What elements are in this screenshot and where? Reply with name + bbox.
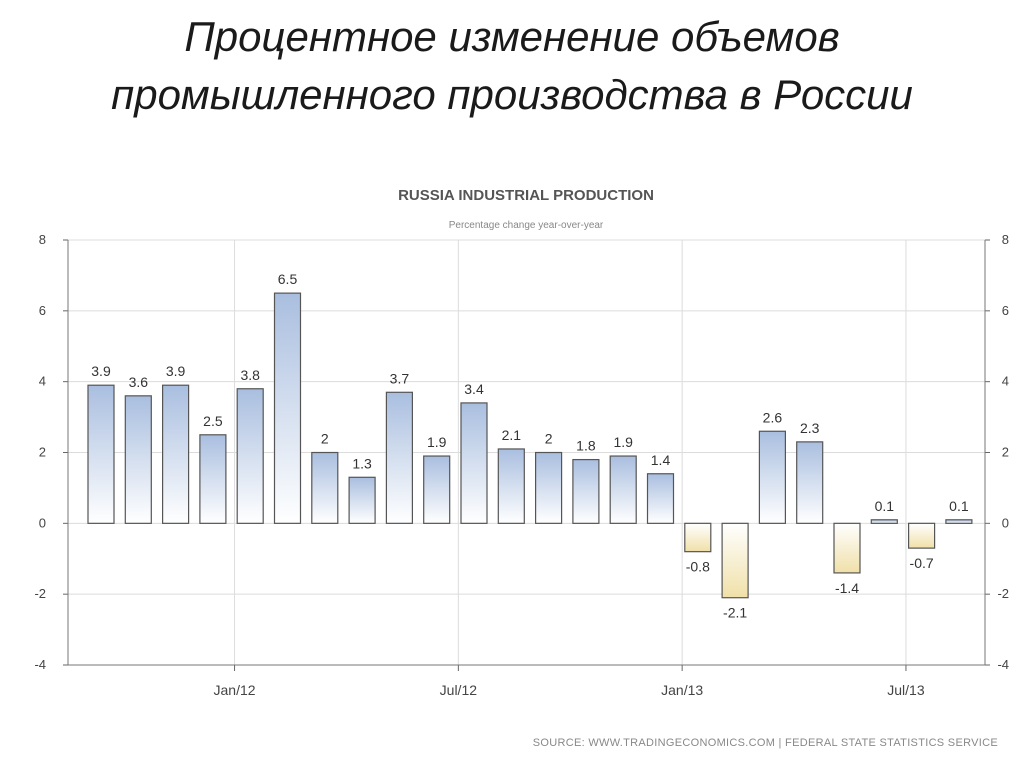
data-label: 0.1 [949, 498, 969, 514]
data-label: 3.7 [390, 370, 410, 386]
bar [870, 519, 898, 524]
data-label: 1.3 [352, 455, 372, 471]
y-tick-label-right: 0 [1002, 515, 1009, 530]
y-tick-label-left: -4 [34, 657, 46, 672]
data-label: 1.9 [427, 434, 447, 450]
y-tick-label-left: -2 [34, 586, 46, 601]
data-label: 1.8 [576, 438, 596, 454]
data-label: 2.5 [203, 413, 223, 429]
x-tick-label: Jul/12 [440, 682, 478, 698]
bar [273, 292, 302, 524]
bar [758, 430, 787, 524]
y-tick-label-left: 2 [39, 445, 46, 460]
slide-title: Процентное изменение объемов промышленно… [0, 8, 1024, 124]
data-label: 3.4 [464, 381, 484, 397]
data-label: 0.1 [875, 498, 895, 514]
bar [572, 458, 600, 524]
data-label: 2.1 [502, 427, 522, 443]
bar [497, 448, 525, 524]
chart-subtitle: Percentage change year-over-year [449, 220, 604, 231]
bar [87, 384, 115, 524]
x-tick-label: Jan/12 [214, 682, 256, 698]
data-label: 1.4 [651, 452, 671, 468]
y-tick-label-right: 6 [1002, 303, 1009, 318]
data-label: 2 [321, 431, 329, 447]
data-label: 3.9 [91, 363, 111, 379]
bar [646, 473, 675, 524]
y-tick-label-right: -2 [997, 586, 1009, 601]
bar [945, 519, 973, 524]
bar [833, 522, 861, 574]
bar [236, 388, 264, 524]
data-labels: 3.9 3.6 3.9 2.5 3.8 6.5 2 1.3 3.7 1.9 3.4 2.1 2 1.8 1.… [91, 271, 969, 621]
y-tick-label-left: 4 [39, 374, 46, 389]
y-tick-label-right: 4 [1002, 374, 1009, 389]
slide-title-line-2: промышленного производства в России [111, 71, 913, 118]
grid [68, 239, 985, 666]
y-tick-label-left: 6 [39, 303, 46, 318]
data-label: -1.4 [835, 580, 859, 596]
bar [423, 455, 451, 524]
bar [311, 451, 339, 524]
bar [534, 451, 563, 524]
slide-title-line-1: Процентное изменение объемов [184, 13, 840, 60]
bar [199, 434, 227, 524]
data-label: 3.9 [166, 363, 186, 379]
data-label: 2.3 [800, 420, 820, 436]
data-label: 6.5 [278, 271, 298, 287]
bar [609, 455, 637, 524]
bar [684, 522, 712, 553]
bar [385, 391, 413, 524]
y-tick-label-right: 8 [1002, 232, 1009, 247]
bar [348, 476, 376, 524]
bar [162, 384, 190, 524]
x-tick-label: Jul/13 [887, 682, 925, 698]
bar [721, 522, 749, 599]
chart-source: SOURCE: WWW.TRADINGECONOMICS.COM | FEDER… [533, 737, 998, 749]
bar [460, 402, 488, 524]
data-label: -0.7 [910, 555, 934, 571]
bar [124, 395, 152, 524]
data-label: 3.6 [129, 374, 149, 390]
bar [796, 441, 824, 524]
data-label: 2.6 [763, 409, 783, 425]
y-tick-label-left: 8 [39, 232, 46, 247]
data-label: 2 [545, 431, 553, 447]
axes: -4 -4 -2 -2 0 0 2 2 4 4 6 6 8 8 Jan/12 Jul/12 Jan/13 Jul/… [34, 232, 1009, 698]
y-tick-label-left: 0 [39, 515, 46, 530]
data-label: 1.9 [613, 434, 633, 450]
data-label: -2.1 [723, 605, 747, 621]
y-tick-label-right: -4 [997, 657, 1009, 672]
y-tick-label-right: 2 [1002, 445, 1009, 460]
data-label: 3.8 [240, 367, 260, 383]
bar [907, 522, 936, 549]
data-label: -0.8 [686, 559, 710, 575]
chart-title: RUSSIA INDUSTRIAL PRODUCTION [398, 187, 654, 204]
x-tick-label: Jan/13 [661, 682, 703, 698]
bars [87, 292, 973, 599]
